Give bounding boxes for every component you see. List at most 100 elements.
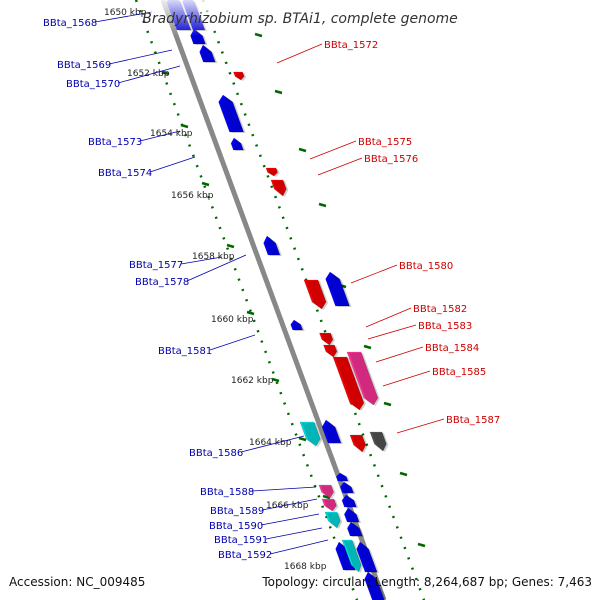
forward-gene-arrow bbox=[332, 356, 365, 411]
label-leader-line bbox=[269, 539, 329, 555]
forward-gene-arrow bbox=[349, 434, 367, 453]
kbp-tick-label: 1664 kbp bbox=[249, 438, 292, 448]
forward-gene-arrow bbox=[341, 539, 362, 573]
gene-shadow bbox=[349, 353, 380, 406]
label-leader-line bbox=[276, 43, 323, 64]
major-tick bbox=[298, 436, 307, 442]
forward-gene-arrow bbox=[233, 71, 245, 81]
gene-shadow bbox=[321, 334, 335, 346]
forward-gene-arrow bbox=[319, 332, 334, 346]
reverse-tick-track bbox=[134, 0, 359, 600]
gene-shadow bbox=[268, 169, 280, 177]
gene-shadow bbox=[344, 496, 359, 508]
label-leader-line bbox=[396, 418, 445, 434]
reverse-gene-label: BBta_1568 bbox=[43, 18, 97, 29]
major-tick bbox=[246, 310, 255, 316]
gene-shadow bbox=[233, 139, 246, 151]
map-title: Bradyrhizobium sp. BTAi1, complete genom… bbox=[142, 11, 458, 27]
major-tick bbox=[399, 471, 408, 477]
major-tick bbox=[271, 377, 280, 383]
label-leader-line bbox=[260, 513, 320, 526]
reverse-gene-arrow bbox=[339, 481, 355, 494]
reverse-gene-label: BBta_1588 bbox=[200, 487, 254, 498]
label-leader-line bbox=[117, 65, 181, 84]
reverse-gene-label: BBta_1591 bbox=[214, 535, 268, 546]
gene-shadow bbox=[220, 96, 246, 133]
forward-gene-label: BBta_1572 bbox=[324, 40, 378, 51]
gene-shadow bbox=[321, 486, 336, 499]
reverse-gene-arrow bbox=[335, 472, 349, 482]
forward-gene-arrow bbox=[369, 431, 387, 452]
kbp-tick-label: 1662 kbp bbox=[231, 376, 274, 386]
accession-text: Accession: NC_009485 bbox=[9, 575, 146, 589]
reverse-gene-label: BBta_1570 bbox=[66, 79, 120, 90]
forward-gene-arrow bbox=[270, 179, 287, 197]
reverse-gene-label: BBta_1589 bbox=[210, 506, 264, 517]
major-tick bbox=[180, 123, 189, 129]
forward-gene-label: BBta_1583 bbox=[418, 321, 472, 332]
major-tick bbox=[201, 181, 210, 187]
forward-gene-arrow bbox=[324, 511, 341, 529]
label-leader-line bbox=[265, 527, 323, 540]
gene-shadow bbox=[352, 436, 368, 453]
gene-shadow bbox=[327, 513, 343, 529]
kbp-tick-labels: 1650 kbp 1652 kbp 1654 kbp 1656 kbp 1658 kbp… bbox=[104, 8, 327, 572]
major-tick bbox=[383, 401, 392, 407]
kbp-tick-label: 1654 kbp bbox=[150, 129, 193, 139]
major-tick bbox=[161, 70, 170, 76]
reverse-gene-arrow bbox=[321, 419, 342, 444]
forward-gene-arrow bbox=[265, 167, 278, 177]
forward-gene-arrow bbox=[303, 279, 327, 310]
label-leader-line bbox=[261, 498, 318, 511]
gene-shadow bbox=[349, 523, 365, 537]
reverse-gene-label: BBta_1592 bbox=[218, 550, 272, 561]
forward-gene-label: BBta_1582 bbox=[413, 304, 467, 315]
gene-shadow bbox=[346, 509, 362, 523]
reverse-gene-arrow bbox=[290, 319, 304, 331]
reverse-gene-arrow bbox=[199, 44, 216, 63]
forward-gene-arrow bbox=[323, 344, 338, 358]
forward-gene-label: BBta_1584 bbox=[425, 343, 479, 354]
label-leader-line bbox=[309, 140, 357, 160]
reverse-gene-arrow bbox=[325, 271, 350, 307]
gene-shadow bbox=[342, 483, 356, 494]
topology-text: Topology: circular; Length: 8,264,687 bp… bbox=[262, 575, 592, 589]
reverse-gene-label: BBta_1578 bbox=[135, 277, 189, 288]
forward-gene-arrow bbox=[318, 484, 334, 499]
label-leader-line bbox=[186, 254, 247, 282]
reverse-gene-arrow bbox=[346, 521, 363, 537]
gene-shadow bbox=[292, 321, 305, 331]
label-leader-line bbox=[108, 49, 173, 65]
reverse-gene-label: BBta_1586 bbox=[189, 448, 243, 459]
major-tick bbox=[318, 202, 327, 208]
label-leader-line bbox=[375, 346, 424, 363]
reverse-gene-arrow bbox=[356, 541, 378, 573]
gene-shadow bbox=[344, 541, 364, 573]
forward-gene-label: BBta_1580 bbox=[399, 261, 453, 272]
reverse-gene-arrow bbox=[230, 137, 244, 151]
forward-gene-label: BBta_1576 bbox=[364, 154, 418, 165]
label-leader-line bbox=[251, 486, 317, 492]
forward-gene-arrow bbox=[321, 498, 337, 512]
label-leader-line bbox=[209, 334, 256, 351]
major-tick bbox=[363, 344, 372, 350]
label-leader-line bbox=[94, 11, 153, 23]
gene-shadow bbox=[273, 181, 289, 197]
gene-shadow bbox=[324, 421, 343, 444]
reverse-gene-label: BBta_1569 bbox=[57, 60, 111, 71]
reverse-gene-arrow bbox=[218, 94, 245, 133]
gene-shadow bbox=[324, 500, 339, 512]
kbp-tick-label: 1658 kbp bbox=[192, 252, 235, 262]
reverse-gene-label: BBta_1577 bbox=[129, 260, 183, 271]
gene-shadow bbox=[325, 346, 339, 358]
kbp-tick-label: 1656 kbp bbox=[171, 191, 214, 201]
label-leader-line bbox=[240, 435, 305, 453]
major-tick bbox=[274, 89, 283, 95]
forward-gene-label: BBta_1587 bbox=[446, 415, 500, 426]
reverse-gene-label: BBta_1590 bbox=[209, 521, 263, 532]
gene-shadow bbox=[302, 423, 323, 447]
gene-shadow bbox=[358, 543, 380, 573]
kbp-tick-label: 1652 kbp bbox=[127, 69, 170, 79]
reverse-gene-arrow bbox=[343, 507, 360, 523]
